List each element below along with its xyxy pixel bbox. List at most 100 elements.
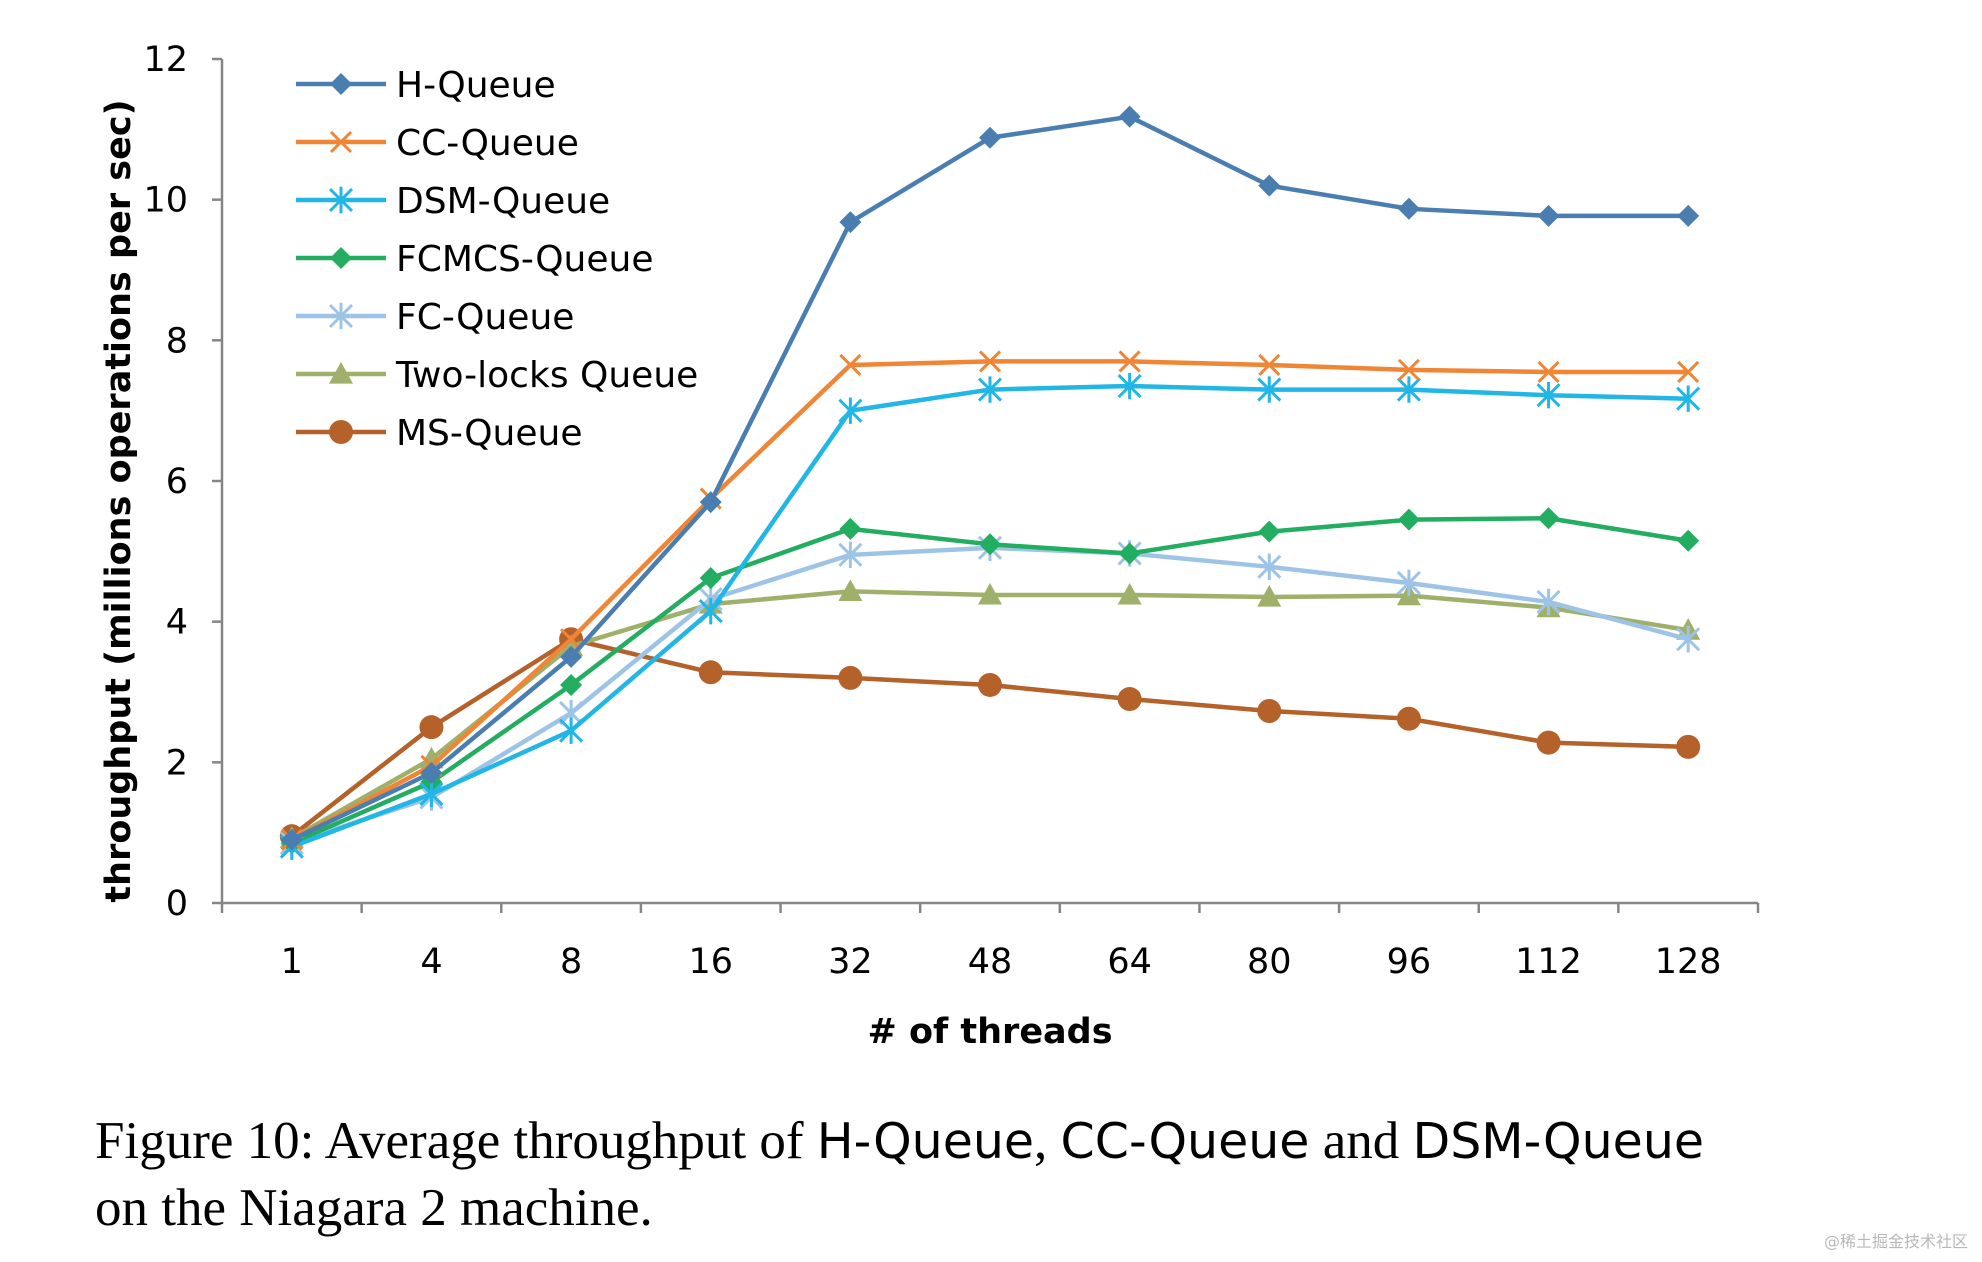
data-point-h-queue xyxy=(979,126,1001,149)
y-tick-labels: 0 2 4 6 8 10 12 xyxy=(143,40,188,924)
x-tick-label: 32 xyxy=(828,942,873,982)
x-tick-label: 4 xyxy=(420,942,442,982)
caption-prefix: Figure 10: Average throughput of xyxy=(95,1112,817,1170)
data-point-two-locks-queue xyxy=(978,582,1002,605)
series-layer xyxy=(279,105,1701,860)
data-point-cc-queue xyxy=(1118,350,1141,373)
data-point-two-locks-queue xyxy=(838,579,863,602)
legend-item-fcmcs-queue: FCMCS-Queue xyxy=(296,239,653,280)
data-point-fc-queue xyxy=(1536,588,1561,616)
data-point-ms-queue xyxy=(419,715,444,740)
series-h-queue xyxy=(280,105,1700,851)
data-point-dsm-queue xyxy=(419,780,444,808)
x-tick-label: 1 xyxy=(281,942,303,982)
data-point-fc-queue xyxy=(1676,626,1701,653)
data-point-dsm-queue xyxy=(698,597,723,625)
data-point-fcmcs-queue xyxy=(1258,520,1281,543)
data-point-dsm-queue xyxy=(1536,381,1561,409)
data-point-ms-queue xyxy=(698,660,723,685)
data-point-h-queue xyxy=(1258,174,1281,197)
data-point-fcmcs-queue xyxy=(560,673,583,696)
data-point-h-queue xyxy=(420,761,443,784)
legend-label: DSM-Queue xyxy=(396,181,610,222)
y-tick-label: 2 xyxy=(166,743,188,783)
data-point-ms-queue xyxy=(1536,730,1561,755)
series-dsm-queue xyxy=(279,372,1701,860)
data-point-fcmcs-queue xyxy=(839,517,862,540)
data-point-dsm-queue xyxy=(977,376,1003,403)
data-point-h-queue xyxy=(839,211,862,234)
legend-label: CC-Queue xyxy=(396,123,579,164)
y-tick-label: 10 xyxy=(143,181,188,221)
series-line-dsm-queue xyxy=(291,383,1689,849)
caption-dsm-queue: DSM-Queue xyxy=(1412,1113,1705,1170)
data-point-h-queue xyxy=(280,828,303,851)
data-point-fc-queue xyxy=(838,541,863,569)
legend-item-ms-queue: MS-Queue xyxy=(296,413,583,454)
caption-sep: , xyxy=(1034,1112,1061,1170)
data-point-fcmcs-queue xyxy=(699,567,722,590)
x-tick-label: 80 xyxy=(1247,942,1292,982)
data-point-fc-queue xyxy=(1257,553,1282,581)
data-point-fcmcs-queue xyxy=(1537,507,1560,530)
data-point-ms-queue xyxy=(1257,698,1282,723)
data-point-ms-queue xyxy=(838,665,863,690)
legend-item-two-locks-queue: Two-locks Queue xyxy=(296,355,698,396)
legend-label: Two-locks Queue xyxy=(395,355,698,396)
x-tick-label: 8 xyxy=(560,942,582,982)
y-axis-title: throughput (millions operations per sec) xyxy=(99,99,139,902)
data-point-fcmcs-queue xyxy=(1677,529,1700,552)
y-axis-ticks xyxy=(212,57,1760,913)
data-point-h-queue xyxy=(699,491,722,514)
y-tick-label: 4 xyxy=(166,603,188,643)
x-tick-label: 64 xyxy=(1107,942,1152,982)
legend-label: H-Queue xyxy=(396,65,556,106)
data-point-ms-queue xyxy=(1117,687,1142,712)
data-point-dsm-queue xyxy=(1396,376,1421,403)
caption-h-queue: H-Queue xyxy=(816,1113,1035,1170)
legend-label: FCMCS-Queue xyxy=(396,239,653,280)
y-tick-label: 0 xyxy=(166,884,188,924)
legend-marker xyxy=(328,302,354,330)
x-tick-label: 96 xyxy=(1387,942,1432,982)
data-point-h-queue xyxy=(1537,204,1560,227)
data-point-h-queue xyxy=(1677,204,1700,227)
watermark: @稀土掘金技术社区 xyxy=(1823,1232,1968,1251)
data-point-h-queue xyxy=(1397,197,1420,220)
data-point-fc-queue xyxy=(1396,569,1421,597)
legend-item-cc-queue: CC-Queue xyxy=(296,123,579,164)
data-point-fcmcs-queue xyxy=(979,533,1001,556)
series-ms-queue xyxy=(279,627,1701,849)
data-point-cc-queue xyxy=(978,350,1002,373)
legend-marker xyxy=(329,130,353,154)
data-point-two-locks-queue xyxy=(1117,582,1142,605)
data-point-fcmcs-queue xyxy=(1118,542,1141,565)
legend-label: FC-Queue xyxy=(396,297,574,338)
caption-and: and xyxy=(1309,1112,1413,1170)
data-point-dsm-queue xyxy=(838,397,863,424)
legend-item-fc-queue: FC-Queue xyxy=(296,297,574,338)
legend-marker xyxy=(330,73,352,95)
legend-marker xyxy=(328,186,354,214)
figure-caption: Figure 10: Average throughput of H-Queue… xyxy=(95,1108,1895,1241)
data-point-cc-queue xyxy=(1258,353,1281,377)
data-point-ms-queue xyxy=(1396,706,1421,731)
data-point-dsm-queue xyxy=(1257,376,1282,403)
legend: H-Queue CC-Queue DSM-Queue FCMCS-Queue FC-Qu… xyxy=(296,65,698,454)
caption-line2: on the Niagara 2 machine. xyxy=(95,1179,653,1237)
x-tick-label: 128 xyxy=(1655,942,1722,982)
data-point-two-locks-queue xyxy=(1257,585,1282,607)
x-tick-label: 112 xyxy=(1515,942,1582,982)
data-point-cc-queue xyxy=(1537,360,1560,384)
x-tick-label: 16 xyxy=(688,942,733,982)
legend-label: MS-Queue xyxy=(396,413,583,454)
data-point-cc-queue xyxy=(1677,360,1700,384)
y-tick-label: 6 xyxy=(166,462,188,502)
data-point-dsm-queue xyxy=(1676,385,1701,412)
data-point-ms-queue xyxy=(978,672,1002,697)
x-axis-title: # of threads xyxy=(867,1012,1112,1052)
data-point-h-queue xyxy=(1118,105,1141,128)
data-point-fcmcs-queue xyxy=(1397,508,1420,531)
legend-marker xyxy=(329,420,353,444)
